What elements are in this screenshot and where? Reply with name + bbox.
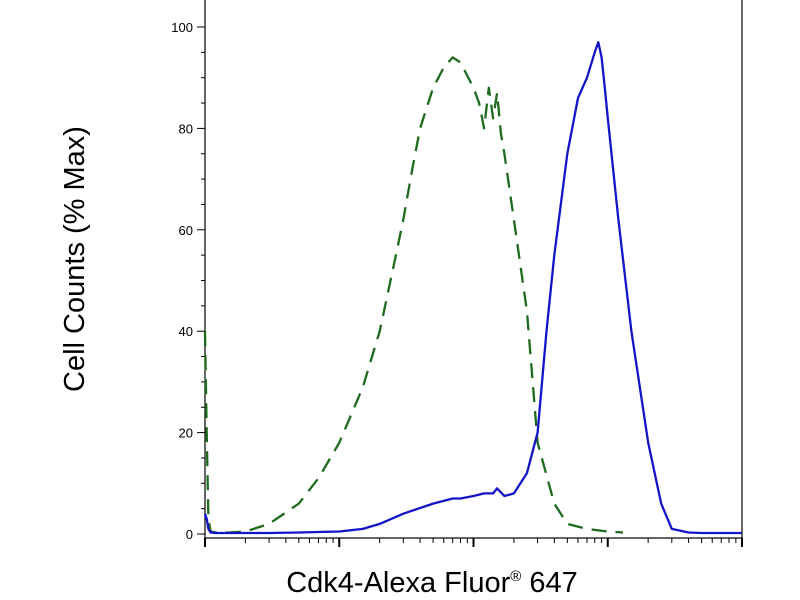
y-tick-label: 20 <box>179 426 193 441</box>
series-layer <box>203 41 742 535</box>
y-axis: 0 20 40 60 80 100 <box>171 20 205 542</box>
isotype-control-curve <box>203 56 624 534</box>
plot-border <box>204 0 743 539</box>
y-tick-label: 40 <box>179 324 193 339</box>
cdk4-sample-curve <box>203 41 742 535</box>
y-tick-label: 80 <box>179 121 193 136</box>
y-tick-label: 100 <box>171 20 193 35</box>
plot-frame <box>204 0 743 539</box>
registered-mark: ® <box>510 568 521 585</box>
y-tick-label: 0 <box>186 527 193 542</box>
x-axis <box>204 538 743 547</box>
x-axis-title: Cdk4-Alexa Fluor® 647 <box>286 567 578 599</box>
y-axis-title: Cell Counts (% Max) <box>59 126 91 392</box>
y-tick-label: 60 <box>179 223 193 238</box>
